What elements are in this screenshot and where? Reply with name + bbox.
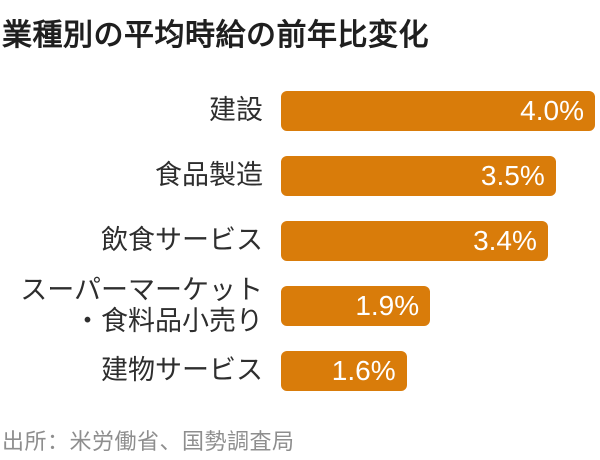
bar-value-label: 1.9%: [355, 289, 420, 321]
bar-value-label: 3.5%: [480, 159, 545, 191]
bar: 3.5%: [281, 155, 556, 196]
bar-track: 1.6%: [281, 350, 595, 391]
bar-row: 飲食サービス 3.4%: [0, 208, 595, 273]
bar-track: 4.0%: [281, 90, 595, 131]
bar-rows: 建設 4.0% 食品製造 3.5% 飲食サービス 3.4% スーパーマーケット ・食料品小売…: [0, 78, 595, 403]
category-label: 食品製造: [155, 160, 263, 190]
bar-row: 食品製造 3.5%: [0, 143, 595, 208]
bar: 4.0%: [281, 90, 595, 131]
bar-value-label: 1.6%: [331, 354, 396, 386]
category-label: 建設: [209, 95, 263, 125]
chart-title: 業種別の平均時給の前年比変化: [2, 19, 429, 52]
bar-row: スーパーマーケット ・食料品小売り 1.9%: [0, 273, 595, 338]
bar-value-label: 4.0%: [520, 94, 584, 126]
bar-row: 建物サービス 1.6%: [0, 338, 595, 403]
bar-track: 3.5%: [281, 155, 595, 196]
bar: 1.6%: [281, 350, 407, 391]
bar: 3.4%: [281, 220, 548, 261]
bar-track: 3.4%: [281, 220, 595, 261]
bar: 1.9%: [281, 285, 431, 326]
bar-value-label: 3.4%: [473, 224, 537, 256]
bar-track: 1.9%: [281, 285, 595, 326]
bar-row: 建設 4.0%: [0, 78, 595, 143]
category-label: スーパーマーケット ・食料品小売り: [20, 274, 263, 336]
source-note: 出所：米労働省、国勢調査局: [2, 429, 295, 454]
category-label: 建物サービス: [101, 355, 263, 385]
category-label: 飲食サービス: [101, 225, 263, 255]
